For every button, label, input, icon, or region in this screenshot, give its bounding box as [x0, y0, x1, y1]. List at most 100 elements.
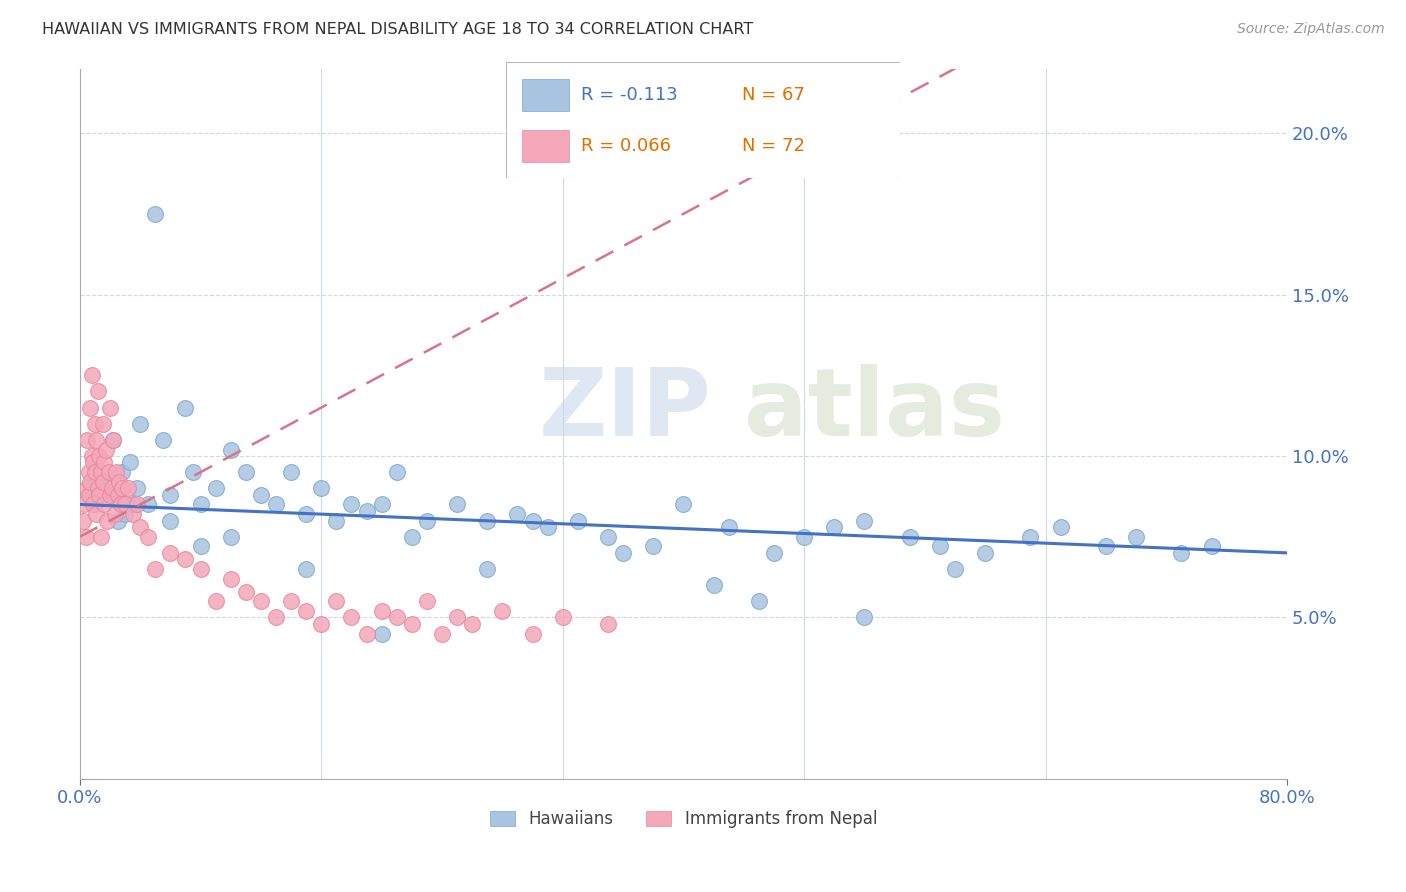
Point — [118, 455, 141, 469]
Point — [110, 498, 132, 512]
Point — [107, 488, 129, 502]
Point — [762, 546, 785, 560]
Point — [100, 481, 122, 495]
Point — [84, 498, 107, 512]
Point — [91, 475, 114, 489]
Point — [86, 433, 108, 447]
Point — [94, 442, 117, 457]
Point — [111, 481, 134, 495]
Point — [77, 465, 100, 479]
Point — [853, 610, 876, 624]
Bar — [522, 78, 569, 112]
Point — [401, 530, 423, 544]
Point — [340, 610, 363, 624]
Point — [204, 481, 226, 495]
Point — [1170, 546, 1192, 560]
Point — [596, 616, 619, 631]
Point — [127, 498, 149, 512]
Point — [79, 475, 101, 489]
Point — [385, 610, 408, 624]
Point — [75, 530, 97, 544]
Point — [823, 520, 845, 534]
Point — [643, 540, 665, 554]
Point — [717, 520, 740, 534]
Point — [152, 433, 174, 447]
Point — [96, 514, 118, 528]
Point — [401, 616, 423, 631]
Point — [522, 626, 544, 640]
Point — [748, 594, 770, 608]
Point — [91, 417, 114, 431]
Point — [793, 530, 815, 544]
Point — [159, 514, 181, 528]
Text: atlas: atlas — [744, 364, 1005, 456]
Point — [943, 562, 966, 576]
Text: N = 72: N = 72 — [742, 137, 806, 155]
Point — [477, 562, 499, 576]
Point — [612, 546, 634, 560]
Point — [129, 417, 152, 431]
Point — [370, 626, 392, 640]
Point — [1019, 530, 1042, 544]
Point — [82, 455, 104, 469]
Point — [853, 514, 876, 528]
Point — [219, 530, 242, 544]
Point — [235, 584, 257, 599]
Point — [72, 514, 94, 528]
Point — [416, 594, 439, 608]
Point — [1049, 520, 1071, 534]
Text: HAWAIIAN VS IMMIGRANTS FROM NEPAL DISABILITY AGE 18 TO 34 CORRELATION CHART: HAWAIIAN VS IMMIGRANTS FROM NEPAL DISABI… — [42, 22, 754, 37]
Point — [159, 488, 181, 502]
Point — [98, 401, 121, 415]
Point — [127, 481, 149, 495]
Point — [107, 514, 129, 528]
Point — [1095, 540, 1118, 554]
Point — [129, 520, 152, 534]
Point — [174, 552, 197, 566]
Point — [551, 610, 574, 624]
Point — [461, 616, 484, 631]
Point — [190, 498, 212, 512]
Point — [114, 507, 136, 521]
Point — [219, 442, 242, 457]
Point — [117, 481, 139, 495]
Point — [105, 465, 128, 479]
Point — [77, 488, 100, 502]
Point — [295, 562, 318, 576]
Point — [89, 449, 111, 463]
Point — [143, 562, 166, 576]
Point — [536, 520, 558, 534]
Point — [101, 433, 124, 447]
Point — [280, 465, 302, 479]
Point — [93, 498, 115, 512]
Point — [280, 594, 302, 608]
Point — [108, 475, 131, 489]
Point — [477, 514, 499, 528]
Point — [190, 562, 212, 576]
Point — [974, 546, 997, 560]
Text: N = 67: N = 67 — [742, 86, 806, 103]
Point — [204, 594, 226, 608]
Point — [356, 504, 378, 518]
Point — [340, 498, 363, 512]
Point — [89, 488, 111, 502]
Point — [356, 626, 378, 640]
Point — [325, 514, 347, 528]
Point — [84, 417, 107, 431]
Point — [97, 465, 120, 479]
Point — [506, 507, 529, 521]
Point — [91, 475, 114, 489]
Point — [219, 572, 242, 586]
Point — [136, 498, 159, 512]
Point — [264, 610, 287, 624]
Point — [121, 498, 143, 512]
Point — [101, 433, 124, 447]
Point — [90, 465, 112, 479]
Point — [103, 507, 125, 521]
Point — [79, 401, 101, 415]
Point — [370, 498, 392, 512]
Point — [121, 507, 143, 521]
Legend: Hawaiians, Immigrants from Nepal: Hawaiians, Immigrants from Nepal — [484, 803, 884, 835]
Point — [181, 465, 204, 479]
Point — [295, 507, 318, 521]
